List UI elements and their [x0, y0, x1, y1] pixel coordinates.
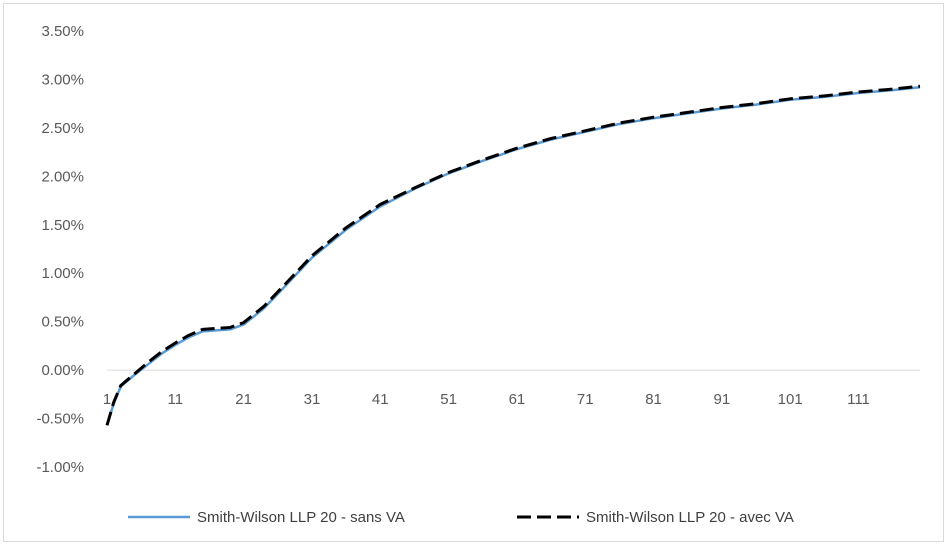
x-tick-label: 11 [168, 391, 184, 408]
series-line-1 [105, 85, 921, 426]
legend-label-2: Smith-Wilson LLP 20 - avec VA [586, 509, 794, 526]
y-tick-label: 0.50% [41, 314, 84, 331]
series-line-2 [105, 84, 921, 426]
y-tick-label: -1.00% [36, 459, 84, 476]
x-tick-label: 71 [577, 391, 594, 408]
x-tick-label: 91 [714, 391, 731, 408]
x-tick-label: 101 [778, 391, 803, 408]
x-tick-label: 1 [103, 391, 111, 408]
y-tick-label: 3.00% [41, 71, 84, 88]
x-tick-label: 31 [304, 391, 321, 408]
x-tick-label: 21 [235, 391, 252, 408]
x-tick-label: 111 [847, 391, 870, 408]
x-tick-label: 51 [440, 391, 457, 408]
legend: Smith-Wilson LLP 20 - sans VA Smith-Wilso… [128, 509, 794, 526]
y-axis-tick-labels: 3.50% 3.00% 2.50% 2.00% 1.50% 1.00% 0.50% 0.00%… [36, 23, 84, 476]
series-layer [105, 84, 921, 426]
x-tick-label: 61 [509, 391, 526, 408]
legend-label-1: Smith-Wilson LLP 20 - sans VA [197, 509, 405, 526]
x-tick-label: 41 [372, 391, 389, 408]
y-tick-label: 0.00% [41, 362, 84, 379]
y-tick-label: 2.00% [41, 168, 84, 185]
y-tick-label: 1.00% [41, 265, 84, 282]
y-tick-label: 1.50% [41, 217, 84, 234]
y-tick-label: 3.50% [41, 23, 84, 40]
y-tick-label: 2.50% [41, 120, 84, 137]
y-tick-label: -0.50% [36, 411, 84, 428]
x-tick-label: 81 [645, 391, 662, 408]
x-axis-tick-labels: 1 11 21 31 41 51 61 71 81 91 101 111 [103, 391, 870, 408]
chart-frame [3, 3, 944, 542]
